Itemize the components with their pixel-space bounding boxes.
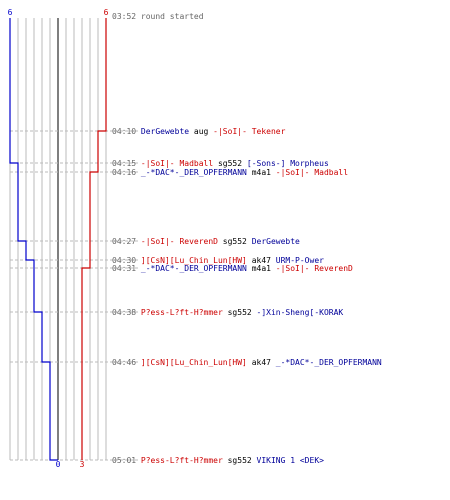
weapon-name: sg552 [217,237,252,246]
player-name: -|SoI|- ReverenD [275,264,353,273]
event-time: 04:15 [112,159,141,168]
kill-feed-row: 04:46 ][CsN][Lu_Chin_Lun[HW] ak47 _-*DAC… [112,358,382,367]
event-time: 04:46 [112,358,141,367]
team-a-end-label: 0 [56,460,61,469]
event-text: round started [140,12,204,21]
player-name: _-*DAC*-_DER_OPFERMANN [140,264,247,273]
kill-feed-row: 05:01 P?ess-L?ft-H?mmer sg552 VIKING 1 <… [112,456,324,465]
player-name: ][CsN][Lu_Chin_Lun[HW] [140,256,247,265]
player-name: P?ess-L?ft-H?mmer [140,308,223,317]
kill-feed-row: 04:27 -|SoI|- ReverenD sg552 DerGewebte [112,237,300,246]
team-a-start-label: 6 [8,8,13,17]
kill-feed-row: 03:52 round started [112,12,204,21]
weapon-name: m4a1 [246,264,276,273]
kill-feed-row: 04:10 DerGewebte aug -|SoI|- Tekener [112,127,285,136]
event-time: 04:16 [112,168,141,177]
team-a-score-line [9,18,58,461]
player-name: P?ess-L?ft-H?mmer [140,456,223,465]
team-b-score-line [81,18,107,460]
weapon-name: sg552 [213,159,247,168]
player-name: VIKING 1 <DEK> [256,456,324,465]
player-name: _-*DAC*-_DER_OPFERMANN [275,358,382,367]
event-time: 04:31 [112,264,141,273]
player-name: -|SoI|- ReverenD [140,237,218,246]
player-name: [-Sons-] Morpheus [246,159,329,168]
event-time: 05:01 [112,456,141,465]
player-name: -|SoI|- Tekener [213,127,286,136]
kill-feed-row: 04:30 ][CsN][Lu_Chin_Lun[HW] ak47 URM-P-… [112,256,324,265]
event-time: 03:52 [112,12,141,21]
kill-feed-row: 04:16 _-*DAC*-_DER_OPFERMANN m4a1 -|SoI|… [112,168,348,177]
event-time: 04:38 [112,308,141,317]
player-name: DerGewebte [140,127,190,136]
team-b-end-label: 3 [80,460,85,469]
weapon-name: sg552 [222,308,257,317]
player-name: DerGewebte [251,237,300,246]
player-name: _-*DAC*-_DER_OPFERMANN [140,168,247,177]
weapon-name: ak47 [246,358,276,367]
event-time: 04:30 [112,256,141,265]
event-time: 04:27 [112,237,141,246]
weapon-name: m4a1 [246,168,276,177]
team-b-start-label: 6 [104,8,109,17]
player-name: -|SoI|- Madball [275,168,349,177]
player-name: -|SoI|- Madball [140,159,214,168]
kill-feed-row: 04:31 _-*DAC*-_DER_OPFERMANN m4a1 -|SoI|… [112,264,353,273]
kill-feed-row: 04:38 P?ess-L?ft-H?mmer sg552 -]Xin-Shen… [112,308,343,317]
kill-feed-row: 04:15 -|SoI|- Madball sg552 [-Sons-] Mor… [112,159,329,168]
player-name: URM-P-Ower [275,256,324,265]
weapon-name: sg552 [222,456,257,465]
weapon-name: ak47 [246,256,276,265]
player-name: ][CsN][Lu_Chin_Lun[HW] [140,358,247,367]
weapon-name: aug [189,127,214,136]
event-time: 04:10 [112,127,141,136]
player-name: -]Xin-Sheng[-KORAK [256,308,344,317]
